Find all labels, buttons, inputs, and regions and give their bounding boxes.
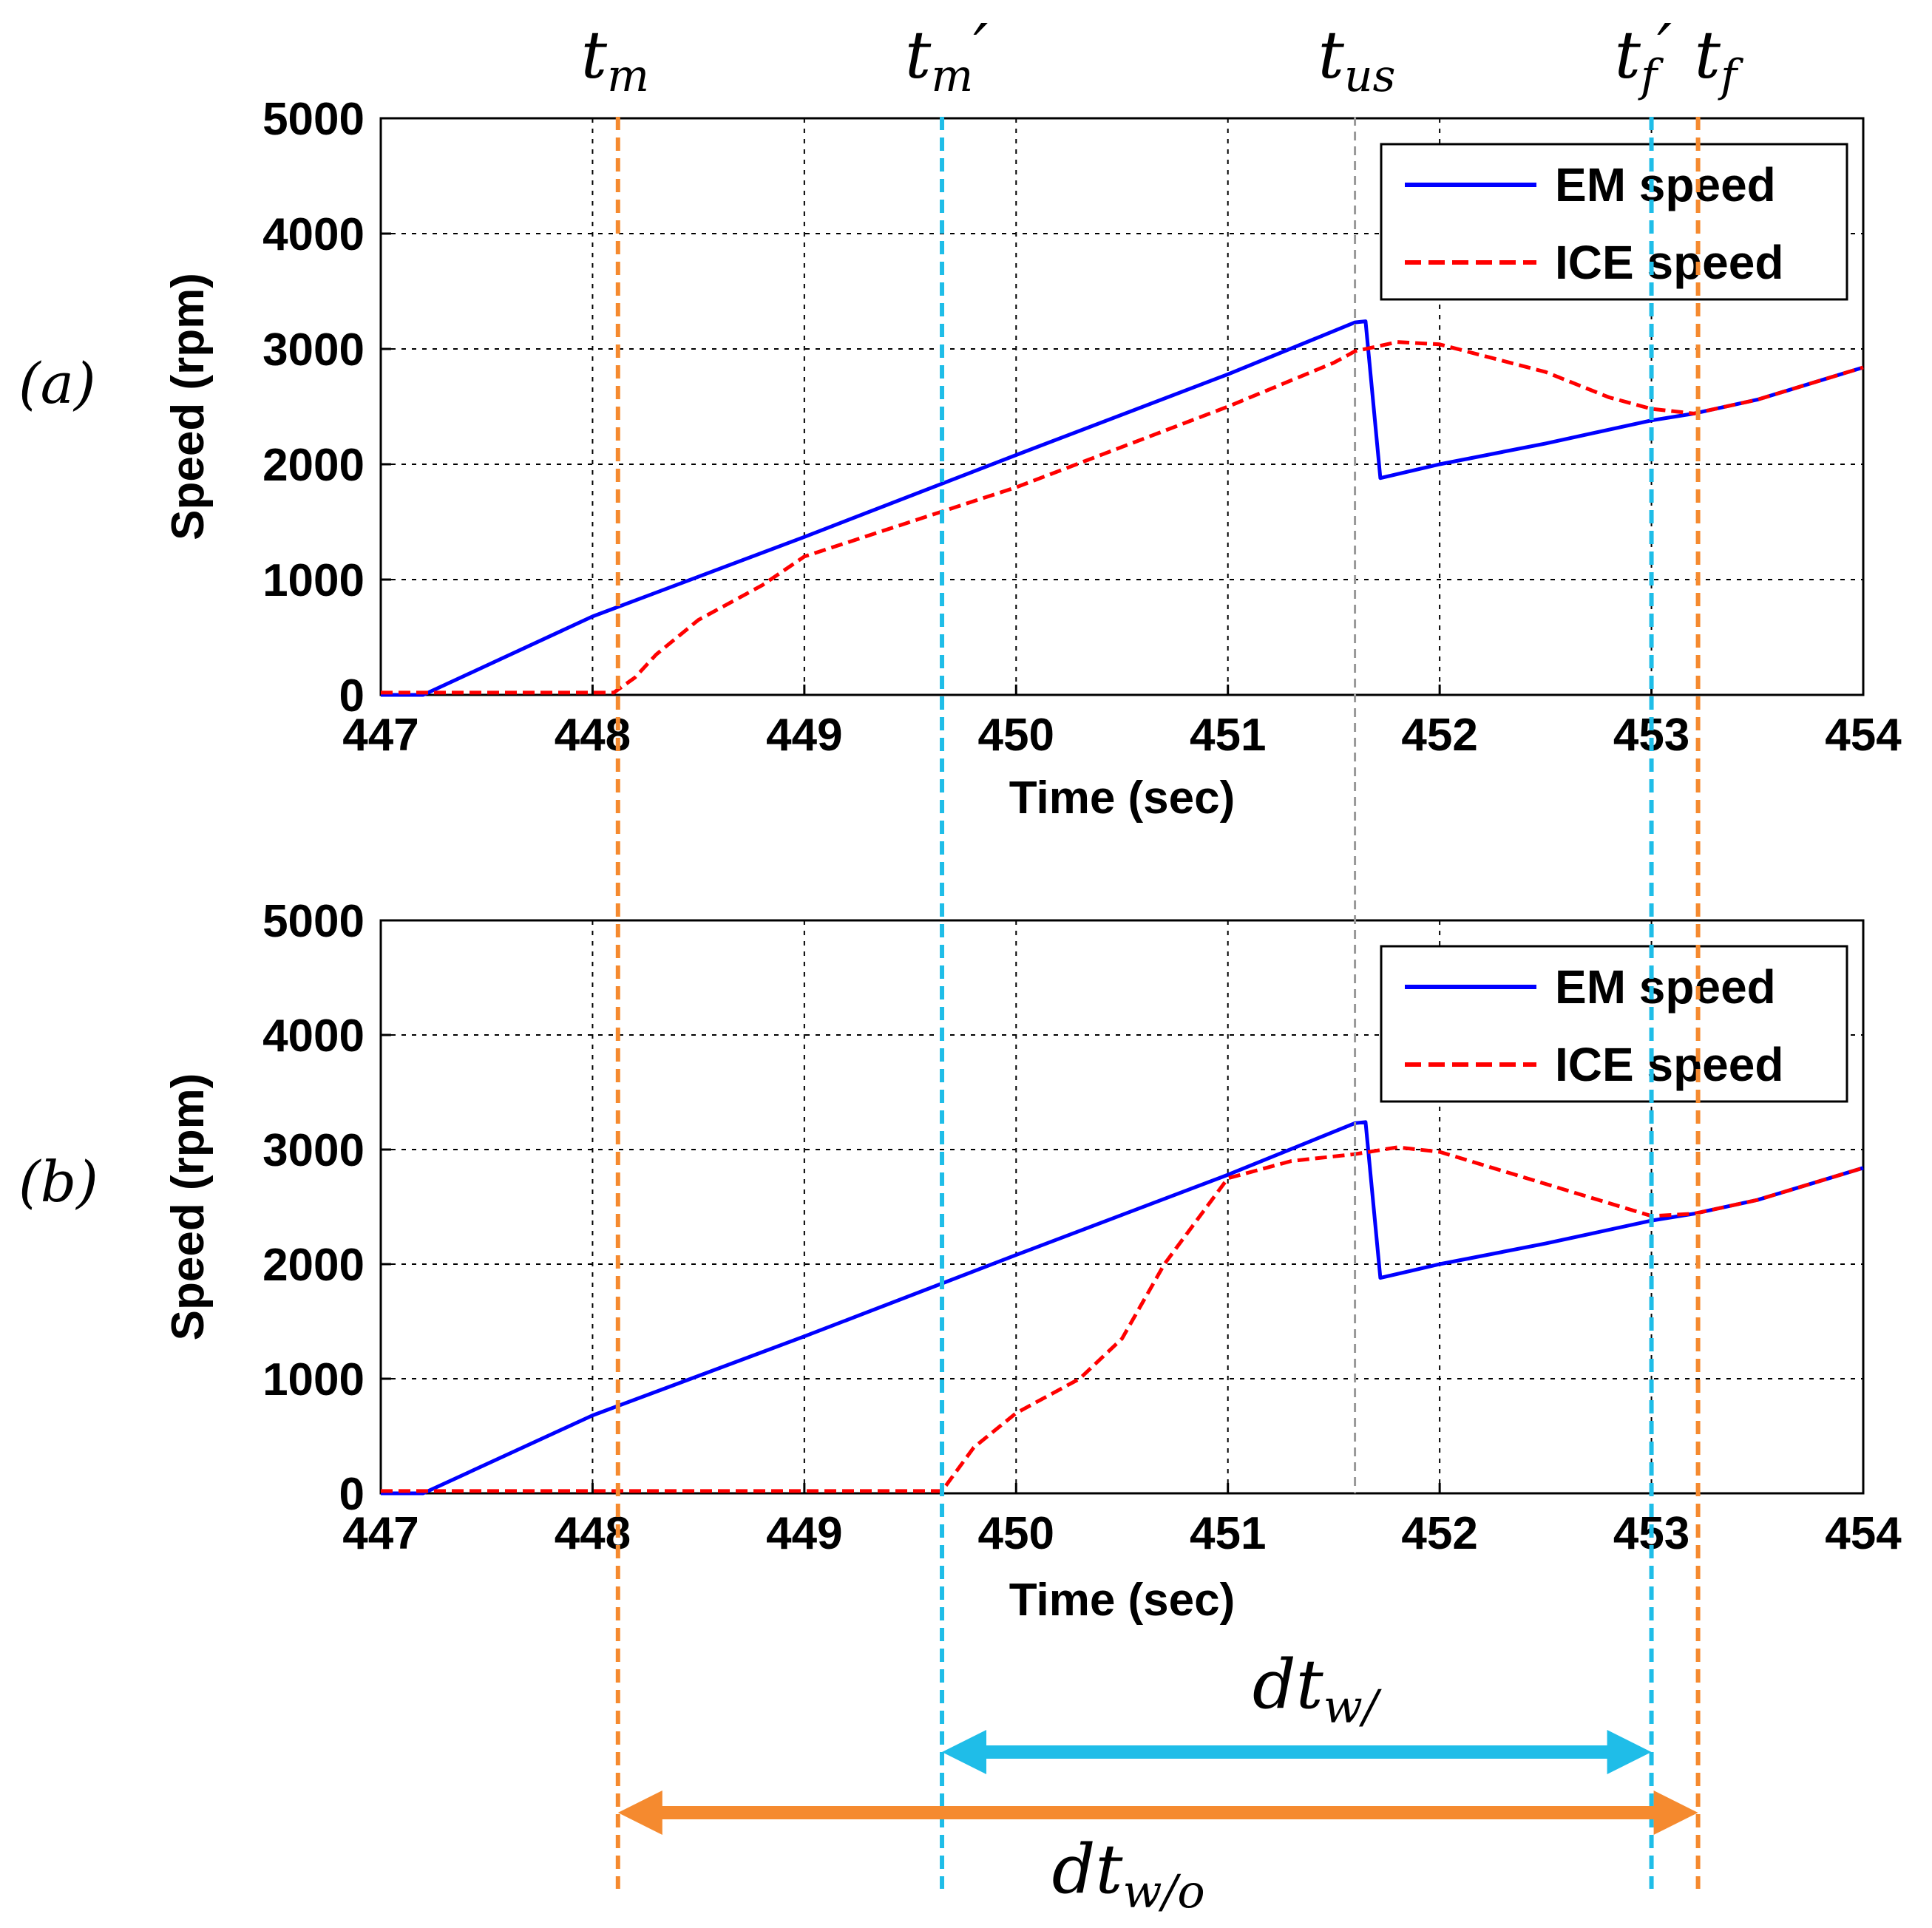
marker-label-tm-prime: tm′ xyxy=(905,10,988,102)
series-line-ice-speed xyxy=(381,340,1864,695)
marker-label-tus: tus xyxy=(1318,17,1396,102)
y-tick-label: 4000 xyxy=(262,1011,365,1062)
legend-label: ICE speed xyxy=(1555,236,1783,289)
x-tick-label: 449 xyxy=(766,710,842,761)
legend-label: EM speed xyxy=(1555,158,1776,211)
y-tick-label: 0 xyxy=(339,671,365,722)
panel-b: 447 448 449 450 451 452 453 4540100020003000400… xyxy=(18,896,1902,1626)
legend-label: ICE speed xyxy=(1555,1038,1783,1091)
x-tick-label: 451 xyxy=(1190,710,1266,761)
interval-arrow-dt-with-head-right xyxy=(1607,1730,1652,1774)
y-tick-label: 3000 xyxy=(262,1125,365,1176)
x-tick-label: 449 xyxy=(766,1508,842,1559)
legend-label: EM speed xyxy=(1555,960,1776,1014)
x-tick-label: 450 xyxy=(978,710,1054,761)
y-tick-label: 2000 xyxy=(262,440,365,491)
series-line-ice-speed xyxy=(381,1145,1864,1493)
interval-arrow-dt-without-head-right xyxy=(1653,1790,1698,1835)
y-tick-label: 5000 xyxy=(262,896,365,947)
interval-label-dt-without: dtw/o xyxy=(1052,1830,1205,1918)
x-tick-label: 454 xyxy=(1825,1508,1902,1559)
x-axis-label: Time (sec) xyxy=(1009,1575,1236,1626)
y-tick-label: 1000 xyxy=(262,1354,365,1405)
x-tick-label: 450 xyxy=(978,1508,1054,1559)
x-tick-label: 452 xyxy=(1401,1508,1477,1559)
y-tick-label: 4000 xyxy=(262,209,365,260)
x-tick-label: 454 xyxy=(1825,710,1902,761)
marker-label-tm: tm xyxy=(581,17,649,102)
marker-label-tf-prime: tf′ xyxy=(1615,10,1672,102)
y-tick-label: 1000 xyxy=(262,555,365,606)
panel-label: (a) xyxy=(18,350,96,416)
legend-box xyxy=(1380,143,1848,301)
y-tick-label: 0 xyxy=(339,1469,365,1520)
x-tick-label: 451 xyxy=(1190,1508,1266,1559)
y-tick-label: 5000 xyxy=(262,94,365,145)
interval-arrow-dt-with-head-left xyxy=(942,1730,987,1774)
x-tick-label: 452 xyxy=(1401,710,1477,761)
legend-box xyxy=(1380,945,1848,1103)
x-tick-label: 447 xyxy=(342,710,418,761)
interval-arrow-dt-without-head-left xyxy=(617,1790,662,1835)
interval-label-dt-with: dtw/ xyxy=(1253,1645,1382,1734)
y-axis-label: Speed (rpm) xyxy=(163,1073,214,1341)
y-axis-label: Speed (rpm) xyxy=(163,273,214,540)
x-axis-label: Time (sec) xyxy=(1009,773,1236,824)
y-tick-label: 2000 xyxy=(262,1240,365,1291)
marker-label-tf: tf xyxy=(1695,17,1744,102)
x-tick-label: 447 xyxy=(342,1508,418,1559)
series-line-em-speed xyxy=(381,319,1864,697)
panel-label: (b) xyxy=(18,1149,98,1215)
marker-overlay: tm tm′ tus tf′ tf dtw/dtw/o xyxy=(581,10,1744,1918)
panel-a: 447 448 449 450 451 452 453 4540100020003000400… xyxy=(18,94,1902,824)
y-tick-label: 3000 xyxy=(262,325,365,376)
